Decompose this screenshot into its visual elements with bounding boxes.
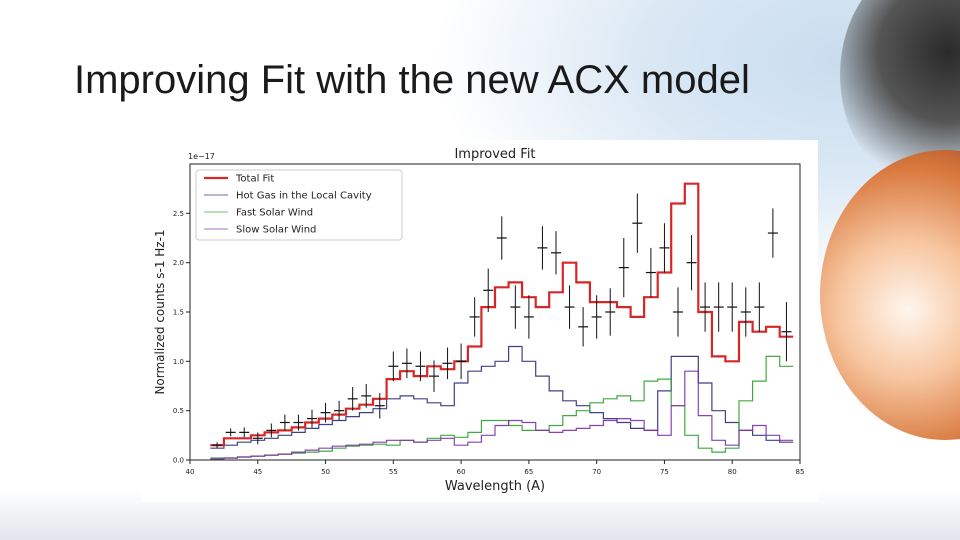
- data-point: [551, 231, 561, 275]
- data-point: [632, 193, 643, 253]
- data-point: [293, 414, 304, 431]
- data-point: [361, 384, 372, 408]
- data-point: [754, 282, 765, 332]
- spectrum-chart: Improved Fit 1e−17 Wavelength (A) Normal…: [153, 147, 805, 494]
- data-point: [442, 347, 453, 380]
- data-point: [605, 288, 616, 336]
- x-tick-label: 55: [389, 468, 398, 476]
- chart-title: Improved Fit: [454, 147, 535, 162]
- x-tick-label: 70: [592, 468, 601, 476]
- data-point: [252, 432, 263, 445]
- data-point: [713, 282, 724, 332]
- data-point: [673, 287, 683, 337]
- data-point: [469, 297, 480, 337]
- data-point: [537, 226, 548, 270]
- y-tick-label: 0.0: [173, 457, 184, 465]
- legend-box: [195, 169, 403, 241]
- legend-label: Slow Solar Wind: [236, 225, 316, 236]
- data-point: [374, 392, 385, 419]
- legend-label: Fast Solar Wind: [236, 208, 313, 219]
- data-point: [401, 348, 412, 379]
- y-tick-label: 2.5: [173, 210, 184, 218]
- x-tick-label: 50: [321, 468, 330, 476]
- y-tick-label: 2.0: [173, 259, 184, 267]
- legend-label: Hot Gas in the Local Cavity: [236, 191, 372, 202]
- data-point: [618, 238, 629, 298]
- data-point: [564, 285, 575, 329]
- data-point: [239, 427, 250, 438]
- slide-title: Improving Fit with the new ACX model: [74, 58, 750, 102]
- data-point: [700, 282, 711, 332]
- data-point: [307, 409, 317, 428]
- data-point: [415, 351, 426, 382]
- x-tick-label: 85: [796, 468, 805, 476]
- data-point: [510, 285, 521, 329]
- y-tick-label: 1.5: [173, 309, 184, 317]
- y-offset-label: 1e−17: [188, 152, 215, 161]
- data-point: [429, 360, 439, 392]
- data-point: [320, 402, 331, 423]
- data-point: [456, 343, 467, 380]
- data-point: [225, 428, 236, 437]
- data-point: [591, 295, 602, 339]
- y-axis-label: Normalized counts s-1 Hz-1: [153, 229, 167, 394]
- data-point: [659, 223, 670, 273]
- legend-label: Total Fit: [235, 174, 274, 185]
- series-line-fast-solar-wind: [210, 355, 794, 459]
- x-tick-label: 65: [524, 468, 533, 476]
- x-tick-label: 45: [253, 468, 262, 476]
- data-point: [523, 295, 534, 339]
- y-tick-label: 0.5: [173, 407, 184, 415]
- series-line-slow-solar-wind: [210, 370, 794, 460]
- data-point: [347, 386, 358, 411]
- x-tick-label: 80: [728, 468, 737, 476]
- data-point: [727, 282, 738, 332]
- series-line-total-fit: [210, 182, 794, 447]
- x-axis-label: Wavelength (A): [445, 479, 545, 494]
- data-point: [767, 208, 778, 258]
- data-point: [496, 216, 507, 260]
- data-point: [266, 423, 277, 438]
- data-point: [645, 247, 656, 298]
- data-point: [279, 414, 290, 431]
- y-tick-label: 1.0: [173, 358, 184, 366]
- data-point: [212, 442, 223, 449]
- chart-panel: Improved Fit 1e−17 Wavelength (A) Normal…: [142, 140, 818, 502]
- data-point: [740, 287, 751, 337]
- data-point: [483, 268, 494, 312]
- data-point: [781, 302, 792, 362]
- x-tick-label: 75: [660, 468, 669, 476]
- data-point: [578, 307, 589, 347]
- x-tick-label: 60: [457, 468, 466, 476]
- data-point: [334, 400, 345, 421]
- x-tick-label: 40: [186, 468, 195, 476]
- series-line-hot-gas-in-the-local-cavity: [210, 345, 794, 449]
- data-point: [686, 235, 697, 291]
- data-point: [388, 351, 399, 382]
- chart-legend: Total Fit Hot Gas in the Local Cavity Fast…: [195, 169, 403, 241]
